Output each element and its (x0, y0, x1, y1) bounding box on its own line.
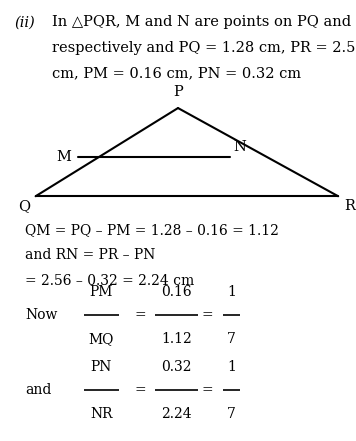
Text: Q: Q (18, 199, 30, 213)
Text: NR: NR (90, 407, 113, 421)
Text: Now: Now (25, 308, 57, 322)
Text: =: = (202, 308, 213, 322)
Text: R: R (344, 199, 355, 213)
Text: QM = PQ – PM = 1.28 – 0.16 = 1.12: QM = PQ – PM = 1.28 – 0.16 = 1.12 (25, 223, 279, 237)
Text: 1: 1 (227, 359, 236, 374)
Text: and: and (25, 383, 51, 397)
Text: 2.24: 2.24 (161, 407, 192, 421)
Text: cm, PM = 0.16 cm, PN = 0.32 cm: cm, PM = 0.16 cm, PN = 0.32 cm (52, 67, 301, 81)
Text: P: P (173, 85, 183, 99)
Text: 0.32: 0.32 (161, 359, 192, 374)
Text: 0.16: 0.16 (161, 284, 192, 299)
Text: 7: 7 (227, 332, 236, 346)
Text: 7: 7 (227, 407, 236, 421)
Text: = 2.56 – 0.32 = 2.24 cm: = 2.56 – 0.32 = 2.24 cm (25, 274, 194, 288)
Text: 1.12: 1.12 (161, 332, 192, 346)
Text: respectively and PQ = 1.28 cm, PR = 2.56: respectively and PQ = 1.28 cm, PR = 2.56 (52, 41, 356, 55)
Text: In △PQR, M and N are points on PQ and PR: In △PQR, M and N are points on PQ and PR (52, 15, 356, 30)
Text: PN: PN (91, 359, 112, 374)
Text: =: = (135, 383, 146, 397)
Text: =: = (202, 383, 213, 397)
Text: PM: PM (90, 284, 113, 299)
Text: N: N (233, 140, 246, 154)
Text: MQ: MQ (89, 332, 114, 346)
Text: and RN = PR – PN: and RN = PR – PN (25, 248, 155, 262)
Text: (ii): (ii) (14, 15, 35, 30)
Text: =: = (135, 308, 146, 322)
Text: 1: 1 (227, 284, 236, 299)
Text: M: M (56, 149, 71, 164)
